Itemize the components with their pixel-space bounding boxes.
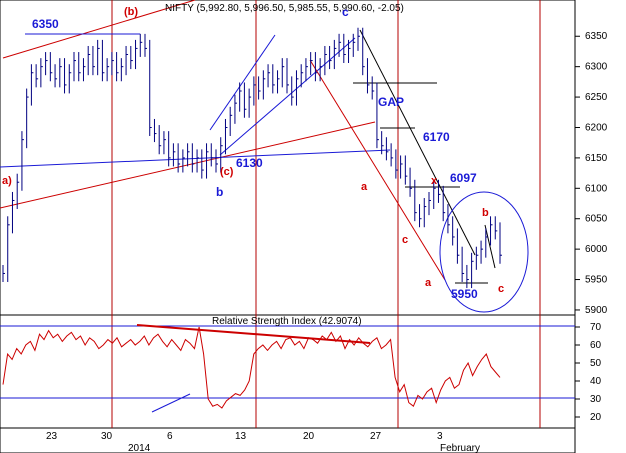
price-tick-label: 6000 — [585, 244, 608, 255]
trendline — [2, 0, 196, 59]
price-tick-label: 6100 — [585, 183, 608, 194]
level-label-6097: 6097 — [450, 171, 477, 185]
price-tick-label: 6200 — [585, 122, 608, 133]
price-tick-label: 6250 — [585, 92, 608, 103]
rsi-panel — [0, 314, 576, 429]
wave-label: b — [216, 185, 223, 199]
level-label-6170: 6170 — [423, 130, 450, 144]
wave-label: c — [342, 5, 349, 19]
trendline — [209, 34, 276, 131]
date-tick: 3 — [437, 431, 443, 442]
rsi-tick-label: 20 — [590, 412, 602, 423]
period-label-february: February — [440, 443, 480, 453]
wave-label: (c) — [220, 166, 234, 178]
level-label-6350: 6350 — [32, 17, 59, 31]
level-label-5950: 5950 — [451, 287, 478, 301]
date-axis-panel — [0, 427, 576, 453]
rsi-tick-label: 40 — [590, 376, 602, 387]
price-tick-label: 6050 — [585, 214, 608, 225]
wave-label: b — [482, 207, 489, 219]
date-axis: 23 30 6 13 20 27 3 2014 February — [46, 431, 480, 453]
price-title: NIFTY (5,992.80, 5,996.50, 5,985.55, 5,9… — [165, 3, 404, 14]
annotations: 6350 6130 6170 6097 5950 GAP a) (b) (c) … — [2, 5, 504, 301]
trendline — [359, 29, 476, 256]
date-tick: 13 — [235, 431, 247, 442]
rsi-tick-label: 30 — [590, 394, 602, 405]
price-tick-label: 6150 — [585, 153, 608, 164]
rsi-title: Relative Strength Index (42.9074) — [212, 316, 362, 327]
price-tick-label: 6350 — [585, 31, 608, 42]
date-tick: 27 — [370, 431, 382, 442]
wave-label: x — [431, 175, 438, 187]
date-tick: 30 — [101, 431, 113, 442]
trendline — [309, 59, 446, 281]
price-axis: 6350 6300 6250 6200 6150 6100 6050 6000 5950 5900 — [575, 31, 608, 316]
rsi-line — [2, 326, 501, 409]
wave-label: c — [402, 234, 408, 246]
period-label-2014: 2014 — [128, 443, 151, 453]
price-panel — [0, 0, 576, 316]
wave-label: a — [361, 181, 368, 193]
rsi-tick-label: 50 — [590, 358, 602, 369]
gap-label: GAP — [378, 95, 404, 109]
wave-label: a — [425, 277, 432, 289]
rsi-tick-label: 60 — [590, 340, 602, 351]
rsi-tick-label: 70 — [590, 322, 602, 333]
trendline — [484, 224, 496, 269]
date-tick: 23 — [46, 431, 58, 442]
date-tick: 20 — [303, 431, 315, 442]
rsi-guides — [0, 324, 575, 413]
price-tick-label: 5950 — [585, 275, 608, 286]
price-bars — [2, 27, 502, 289]
date-tick: 6 — [167, 431, 173, 442]
trendline — [0, 149, 391, 168]
period-lines — [111, 0, 541, 428]
rsi-trendline — [136, 324, 371, 344]
wave-label: c — [498, 283, 504, 295]
rsi-trendline — [151, 393, 191, 413]
rsi-axis: 70 60 50 40 30 20 — [575, 322, 602, 423]
price-tick-label: 6300 — [585, 62, 608, 73]
focus-ellipse — [439, 191, 529, 313]
wave-label: a) — [2, 175, 12, 187]
wave-label: (b) — [124, 6, 138, 18]
price-tick-label: 5900 — [585, 305, 608, 316]
trendlines — [0, 0, 529, 313]
trendline — [219, 37, 356, 156]
level-label-6130: 6130 — [236, 156, 263, 170]
